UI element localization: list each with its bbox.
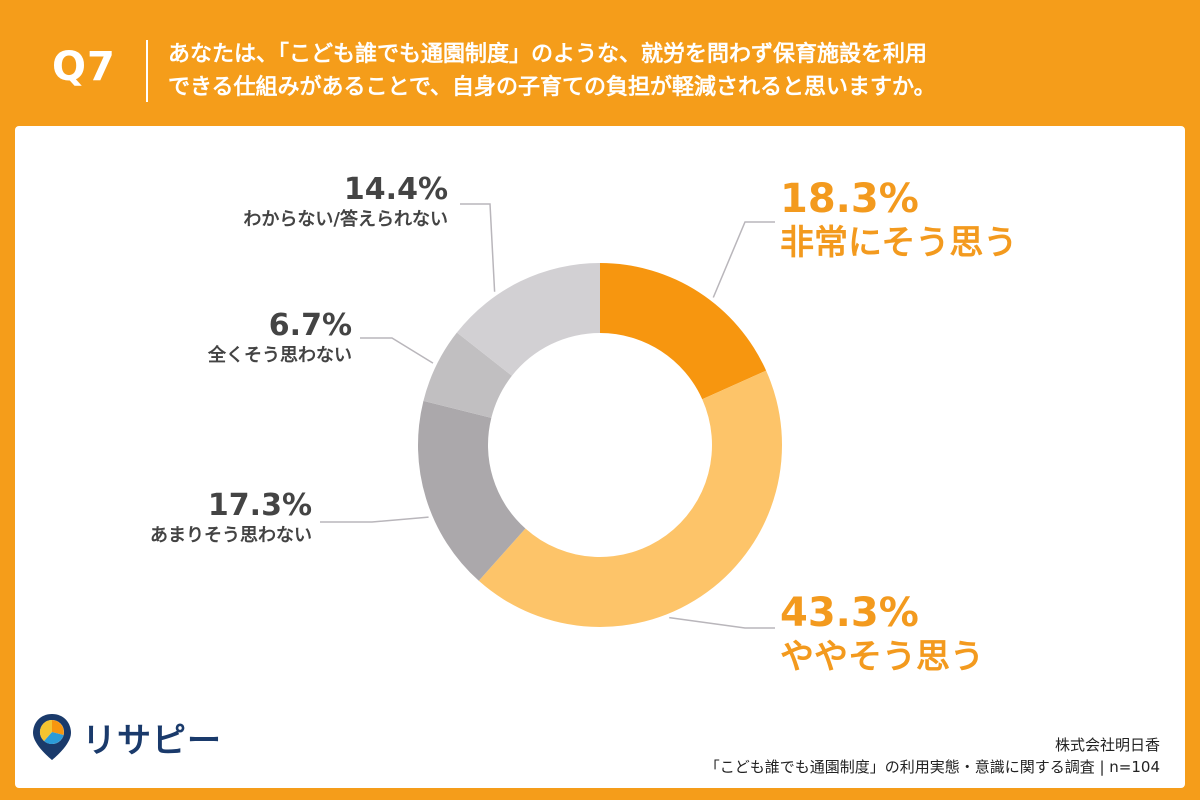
leader-line-somewhat-disagree	[320, 516, 429, 523]
question-line-2: できる仕組みがあることで、自身の子育ての負担が軽減されると思いますか。	[168, 75, 936, 100]
slice-category-somewhat-disagree: あまりそう思わない	[150, 525, 312, 546]
leader-line-strongly-disagree	[360, 337, 434, 364]
slice-value-somewhat-disagree: 17.3%	[207, 488, 312, 523]
slice-category-strongly-agree: 非常にそう思う	[780, 223, 1018, 263]
slice-value-somewhat-agree: 43.3%	[780, 590, 919, 636]
slice-category-somewhat-agree: ややそう思う	[780, 637, 984, 677]
logo-text: リサピー	[82, 720, 222, 761]
slice-category-strongly-disagree: 全くそう思わない	[208, 345, 352, 366]
footer-source: 株式会社明日香 「こども誰でも通園制度」の利用実態・意識に関する調査 | n=1…	[705, 734, 1160, 778]
label-strongly-agree: 18.3% 非常にそう思う	[780, 176, 1017, 264]
label-somewhat-agree: 43.3% ややそう思う	[780, 590, 984, 678]
leader-line-somewhat-agree	[669, 616, 775, 629]
chart-panel	[15, 126, 1185, 788]
label-dont-know: 14.4% わからない/答えられない	[243, 172, 448, 232]
leader-line-dont-know	[460, 203, 496, 292]
label-strongly-disagree: 6.7% 全くそう思わない	[208, 308, 352, 368]
slice-value-strongly-disagree: 6.7%	[268, 308, 352, 343]
pin-logo-icon	[33, 714, 71, 760]
slice-strongly-disagree	[423, 332, 512, 418]
question-line-1: あなたは、「こども誰でも通園制度」のような、就労を問わず保育施設を利用	[168, 42, 928, 67]
question-number: Q7	[52, 44, 116, 90]
question-header: Q7 あなたは、「こども誰でも通園制度」のような、就労を問わず保育施設を利用 で…	[0, 0, 1200, 125]
slice-somewhat-agree	[478, 370, 782, 627]
footer-company: 株式会社明日香	[1054, 736, 1160, 754]
slice-value-strongly-agree: 18.3%	[780, 176, 919, 222]
footer-survey: 「こども誰でも通園制度」の利用実態・意識に関する調査 | n=104	[704, 758, 1160, 776]
slice-strongly-agree	[600, 263, 767, 400]
slice-somewhat-disagree	[418, 400, 526, 581]
question-divider	[146, 40, 148, 102]
slice-value-dont-know: 14.4%	[343, 172, 448, 207]
slice-category-dont-know: わからない/答えられない	[243, 209, 448, 230]
risapi-logo: リサピー	[30, 712, 222, 762]
question-text: あなたは、「こども誰でも通園制度」のような、就労を問わず保育施設を利用 できる仕…	[168, 38, 1178, 104]
leader-line-strongly-agree	[712, 221, 775, 298]
label-somewhat-disagree: 17.3% あまりそう思わない	[150, 488, 312, 548]
slice-dont-know	[456, 263, 600, 376]
